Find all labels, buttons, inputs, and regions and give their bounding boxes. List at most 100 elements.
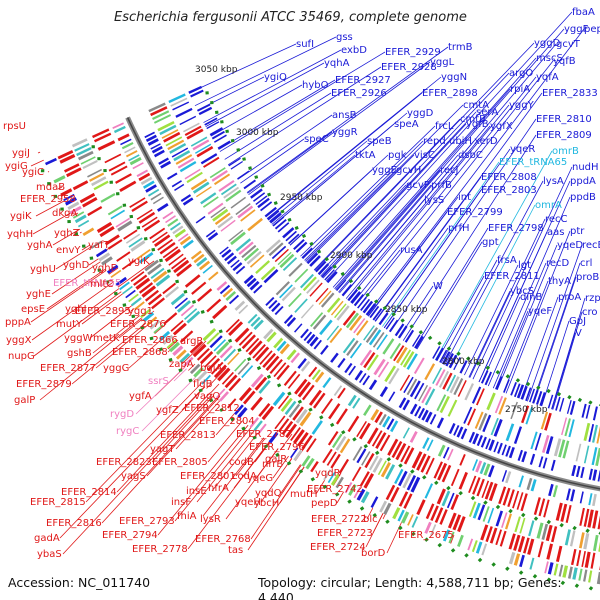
feature-block [390, 486, 400, 503]
feature-block [294, 298, 308, 313]
feature-block [211, 169, 228, 182]
feature-block [259, 350, 273, 365]
feature-block [196, 257, 208, 267]
tick-dash [332, 264, 337, 269]
feature-block [488, 439, 495, 451]
blue-leader-line [246, 46, 449, 193]
blue-leader-line [503, 280, 549, 393]
red-leader-line [135, 366, 186, 415]
red-leader-line [207, 420, 243, 463]
feature-block [499, 530, 507, 547]
tick-dash [267, 192, 272, 197]
feature-block [186, 171, 203, 184]
feature-block [592, 493, 597, 507]
blue-leader-line [345, 125, 491, 299]
feature-block [286, 317, 297, 327]
red-gene-label: ygfA [129, 391, 152, 402]
feature-block [379, 386, 388, 398]
feature-block [129, 197, 146, 209]
blue-leader-line [449, 204, 536, 369]
feature-block [228, 321, 244, 337]
feature-block [80, 156, 96, 165]
feature-block [403, 493, 413, 509]
feature-block [363, 351, 376, 369]
feature-block [370, 496, 379, 508]
feature-block [274, 248, 289, 263]
tick-dash [308, 407, 313, 412]
feature-block [422, 437, 430, 449]
feature-block [132, 162, 144, 170]
red-gene-label: yghA [27, 240, 53, 251]
feature-block [182, 197, 194, 206]
red-leader-line [211, 432, 259, 492]
feature-block [348, 365, 356, 376]
tick-dash [385, 519, 390, 524]
feature-block [255, 346, 270, 362]
feature-block [195, 186, 212, 198]
feature-block [226, 398, 237, 409]
red-gene-label: envY [56, 245, 81, 256]
feature-block [249, 417, 260, 428]
feature-block [303, 331, 313, 342]
blue-gene-label: serA [476, 107, 498, 118]
feature-block [411, 334, 421, 347]
feature-block [263, 268, 279, 284]
feature-block [128, 154, 140, 162]
blue-leader-line [197, 76, 265, 111]
blue-leader-line [210, 84, 303, 137]
red-gene-label: pppA [5, 317, 31, 328]
feature-block [63, 193, 75, 202]
feature-block [447, 512, 457, 529]
feature-block [330, 300, 344, 316]
red-leader-line [32, 212, 71, 235]
red-gene-label: fhiA [177, 511, 197, 522]
feature-block [541, 434, 550, 453]
blue-gene-label: dinB [520, 292, 542, 303]
feature-block [119, 180, 137, 192]
feature-block [207, 232, 219, 241]
feature-block [550, 459, 556, 471]
blue-leader-line [314, 42, 535, 271]
red-leader-line [217, 395, 221, 399]
feature-block [170, 319, 184, 332]
feature-block [347, 415, 360, 433]
blue-leader-line [496, 244, 558, 390]
blue-gene-label: omrB [552, 146, 579, 157]
feature-block [190, 250, 202, 260]
tick-dash [348, 278, 354, 284]
feature-block [535, 390, 543, 405]
feature-block [148, 102, 166, 113]
tick-dash [298, 469, 304, 474]
blue-leader-line [382, 161, 500, 327]
red-leader-line [71, 322, 147, 385]
feature-block [529, 557, 535, 570]
feature-block [186, 310, 201, 324]
feature-block [585, 404, 591, 419]
feature-block [194, 143, 212, 154]
feature-block [265, 355, 280, 372]
feature-block [290, 447, 299, 459]
blue-gene-label: thyA [548, 276, 571, 287]
red-leader-line [272, 455, 289, 479]
feature-block [167, 218, 179, 227]
feature-block [241, 244, 257, 259]
feature-block [350, 291, 362, 304]
feature-block [159, 124, 177, 136]
feature-block [468, 431, 476, 443]
red-leader-line [315, 480, 325, 495]
tick-dash [477, 557, 483, 563]
feature-block [283, 314, 293, 324]
feature-block [580, 466, 585, 479]
feature-block [234, 404, 244, 416]
feature-block [243, 247, 260, 262]
feature-block [254, 376, 268, 391]
blue-gene-label: V [575, 328, 582, 339]
feature-block [353, 318, 366, 334]
feature-block [238, 331, 253, 346]
feature-block [430, 524, 437, 536]
red-leader-line [280, 464, 301, 494]
tick-dash [334, 492, 340, 497]
feature-block [66, 167, 82, 178]
feature-block [290, 352, 301, 364]
feature-block [274, 415, 286, 430]
